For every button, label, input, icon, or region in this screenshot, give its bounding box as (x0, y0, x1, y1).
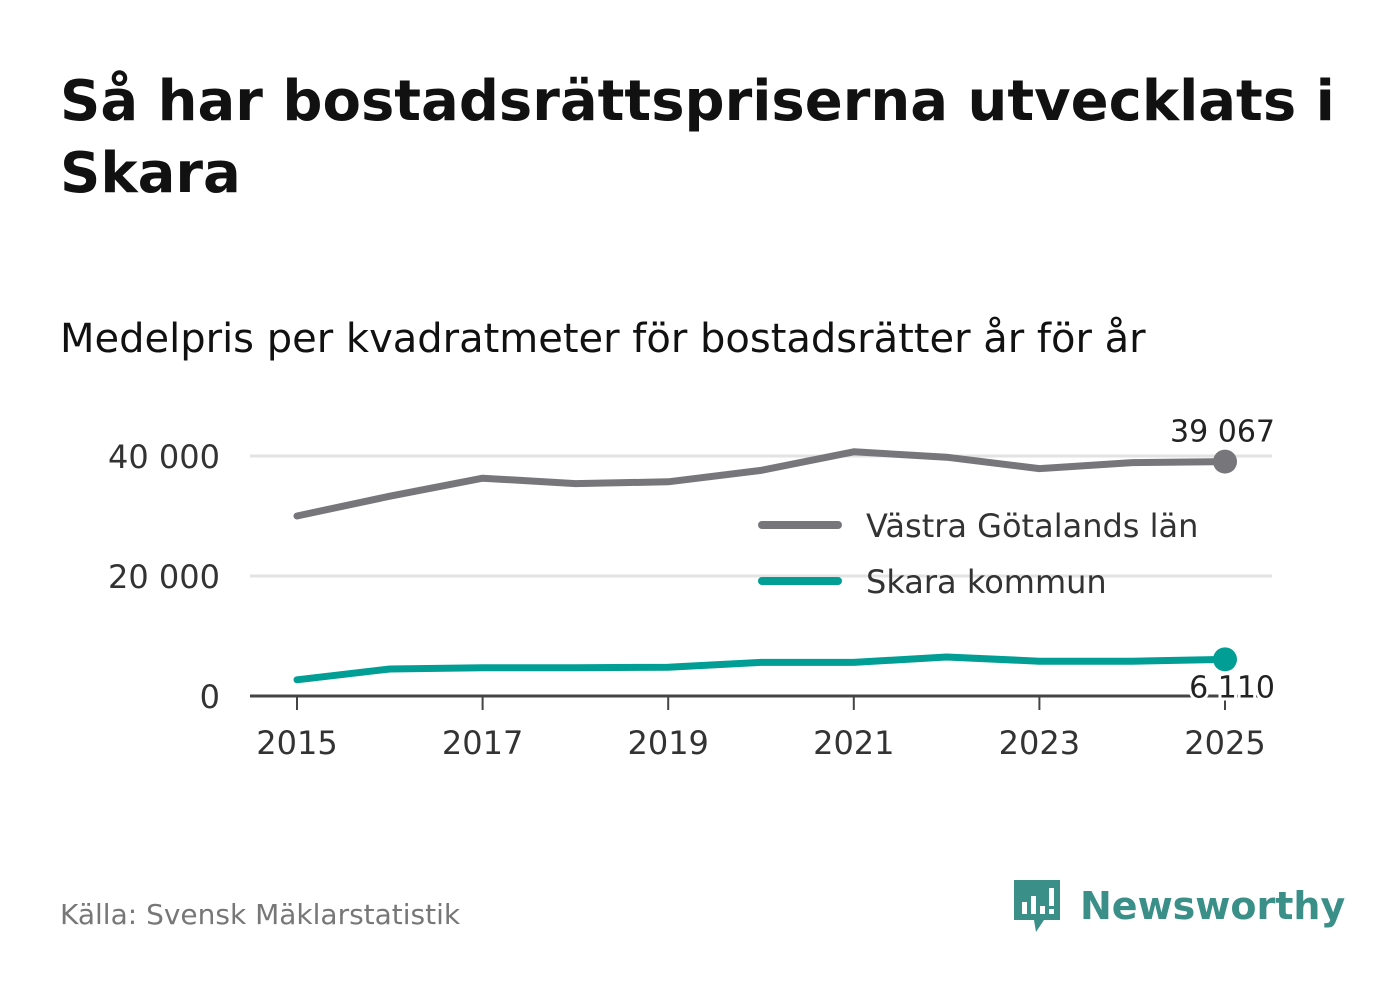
series-end-point-1 (1213, 449, 1237, 474)
legend: Västra Götalands län Skara kommun (758, 507, 1198, 601)
x-tick-label: 2025 (1184, 724, 1265, 762)
y-tick-label: 40 000 (108, 438, 220, 476)
x-tick-label: 2021 (813, 724, 894, 762)
x-tick-label: 2015 (256, 724, 337, 762)
brand-name: Newsworthy (1080, 884, 1346, 928)
brand-logo[interactable]: Newsworthy (1010, 876, 1345, 936)
chart-title: Så har bostadsrättspriserna utvecklats i… (60, 69, 1335, 206)
series-lines: 39 067 6 110 (293, 415, 1278, 708)
y-tick-label: 0 (200, 678, 220, 716)
y-axis-ticks: 0 20 000 40 000 (108, 438, 220, 716)
legend-label: Västra Götalands län (866, 507, 1198, 545)
series-line-1 (293, 448, 1229, 520)
y-tick-label: 20 000 (108, 558, 220, 596)
x-tick-label: 2017 (442, 724, 523, 762)
x-tick-label: 2023 (999, 724, 1080, 762)
end-value-label-2: 6 110 (1189, 670, 1275, 705)
newsworthy-logo-icon (1014, 880, 1060, 932)
line-chart: 0 20 000 40 000 2015 2017 2019 2021 2023 2025 3… (108, 414, 1278, 762)
end-value-label-1: 39 067 (1170, 415, 1275, 450)
x-tick-label: 2019 (627, 724, 708, 762)
series-end-point-2 (1213, 647, 1237, 672)
gridlines (250, 454, 1272, 578)
source-note: Källa: Svensk Mäklarstatistik (60, 898, 461, 931)
legend-label: Skara kommun (866, 563, 1107, 601)
x-axis: 2015 2017 2019 2021 2023 2025 (250, 694, 1272, 762)
chart-subtitle: Medelpris per kvadratmeter för bostadsrä… (60, 316, 1146, 362)
series-line-2 (293, 653, 1229, 684)
